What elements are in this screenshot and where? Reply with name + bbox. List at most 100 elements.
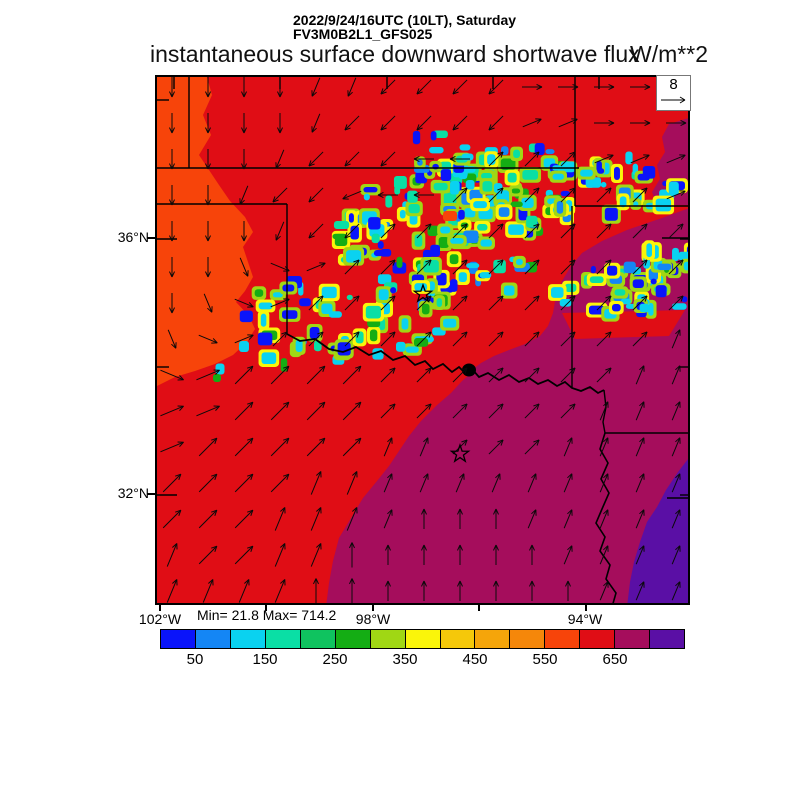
- cloud-cell: [473, 201, 487, 209]
- colorbar-tick-label: 650: [602, 651, 628, 668]
- wind-arrow: [306, 365, 326, 385]
- wind-arrowhead: [500, 331, 504, 338]
- wind-arrow: [380, 331, 396, 347]
- wind-arrowhead: [413, 194, 420, 198]
- wind-arrow: [238, 579, 250, 603]
- wind-arrow: [666, 154, 686, 164]
- wind-arrow: [274, 579, 286, 603]
- wind-arrowhead: [205, 91, 209, 98]
- cloud-cell: [458, 272, 467, 283]
- wind-arrowhead: [452, 127, 459, 131]
- cloud-cell: [377, 274, 392, 285]
- bottom-axis-tick: [585, 604, 587, 611]
- cloud-cell: [639, 303, 650, 313]
- wind-arrowhead: [247, 473, 254, 477]
- wind-arrow: [524, 259, 540, 275]
- wind-arrowhead: [207, 127, 211, 134]
- wind-arrowhead: [572, 151, 576, 158]
- wind-arrow: [342, 437, 362, 457]
- cloud-cell: [510, 201, 523, 208]
- wind-arrowhead: [178, 473, 182, 480]
- wind-arrowhead: [347, 91, 353, 97]
- wind-arrowhead: [567, 545, 573, 551]
- wind-arrow: [488, 331, 504, 347]
- cloud-cell: [427, 225, 440, 237]
- wind-arrow: [270, 437, 290, 457]
- wind-arrow: [308, 331, 324, 347]
- wind-arrowhead: [461, 223, 468, 227]
- flux-region-red-patch: [562, 310, 685, 339]
- cloud-cell: [672, 247, 679, 262]
- wind-arrow: [380, 223, 396, 239]
- wind-arrowhead: [248, 302, 254, 308]
- wind-arrow: [671, 437, 681, 457]
- wind-arrow: [671, 365, 681, 385]
- wind-arrowhead: [171, 199, 175, 206]
- wind-arrow: [308, 295, 324, 311]
- wind-arrowhead: [387, 437, 393, 443]
- cloud-cell: [564, 283, 577, 292]
- wind-arrowhead: [459, 508, 463, 515]
- wind-arrowhead: [675, 473, 681, 479]
- cloud-cell: [363, 193, 370, 201]
- cloud-cell: [346, 250, 362, 263]
- wind-arrowhead: [423, 508, 427, 515]
- cloud-cell: [272, 292, 283, 298]
- wind-arrowhead: [247, 437, 254, 441]
- wind-arrowhead: [392, 403, 396, 410]
- colorbar-cell: [160, 629, 195, 649]
- cloud-cell: [585, 177, 602, 188]
- cloud-cell: [450, 180, 460, 195]
- plot-title: instantaneous surface downward shortwave…: [150, 41, 640, 67]
- wind-arrow: [342, 401, 362, 421]
- cloud-cell: [552, 173, 564, 180]
- wind-arrowhead: [567, 437, 573, 443]
- wind-arrowhead: [320, 331, 324, 338]
- wind-arrowhead: [536, 84, 543, 88]
- wind-arrowhead: [452, 91, 459, 95]
- wind-arrowhead: [500, 223, 504, 230]
- cloud-cell: [620, 298, 631, 305]
- wind-arrow: [416, 331, 432, 347]
- cloud-cell: [481, 172, 493, 179]
- wind-arrow: [198, 334, 218, 344]
- wind-arrowhead: [241, 235, 245, 242]
- wind-arrowhead: [389, 331, 396, 335]
- wind-arrowhead: [569, 151, 576, 155]
- wind-arrowhead: [533, 403, 540, 407]
- cloud-cell: [430, 130, 437, 141]
- colorbar-cell: [439, 629, 475, 649]
- wind-arrowhead: [243, 271, 249, 277]
- cloud-cell: [438, 237, 449, 249]
- wind-arrow: [272, 187, 288, 203]
- cloud-cell: [478, 208, 493, 220]
- wind-arrowhead: [308, 232, 312, 239]
- wind-arrowhead: [680, 120, 687, 124]
- cloud-cell: [295, 339, 303, 352]
- wind-arrow: [234, 365, 254, 385]
- wind-arrowhead: [608, 122, 615, 126]
- wind-arrowhead: [243, 127, 247, 134]
- wind-arrowhead: [464, 439, 468, 446]
- wind-arrowhead: [308, 163, 315, 167]
- wind-arrowhead: [603, 437, 609, 443]
- wind-arrow: [416, 223, 432, 239]
- wind-arrow: [344, 151, 360, 167]
- wind-arrowhead: [639, 545, 645, 551]
- wind-arrowhead: [428, 259, 432, 266]
- wind-arrowhead: [169, 307, 173, 314]
- wind-arrow: [160, 369, 184, 381]
- wind-arrowhead: [569, 295, 576, 299]
- cloud-cell: [580, 169, 593, 177]
- wind-arrow: [632, 259, 648, 275]
- wind-arrowhead: [680, 295, 684, 302]
- colorbar-cell: [264, 629, 300, 649]
- wind-arrowhead: [380, 127, 387, 131]
- wind-arrowhead: [675, 401, 681, 407]
- wind-arrowhead: [171, 271, 175, 278]
- wind-arrowhead: [308, 235, 315, 239]
- lake-texoma: [462, 363, 476, 377]
- cloud-cell: [393, 176, 407, 189]
- wind-arrowhead: [572, 331, 576, 338]
- wind-arrow: [455, 473, 465, 493]
